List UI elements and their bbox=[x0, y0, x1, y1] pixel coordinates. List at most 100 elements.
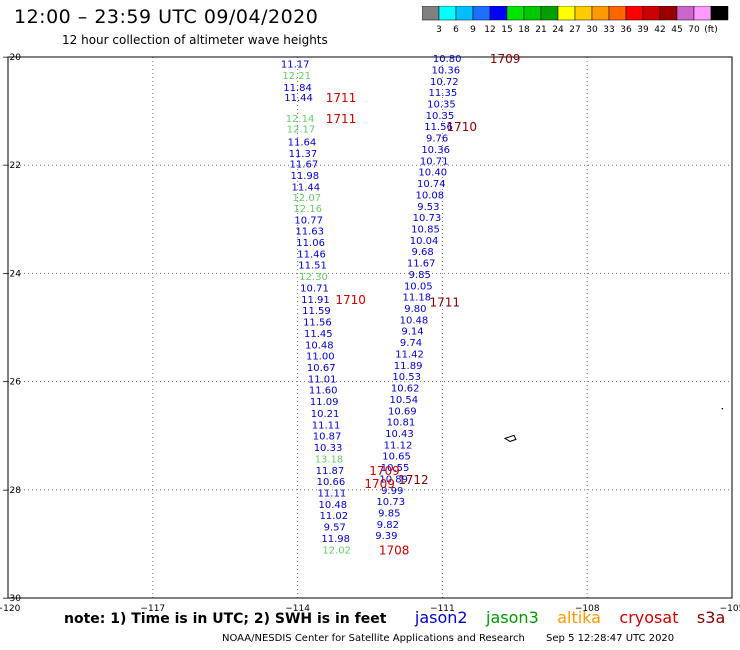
y-tick-label: −22 bbox=[2, 161, 21, 171]
swh-value-label: 11.37 bbox=[289, 149, 318, 160]
swh-value-label: 10.77 bbox=[294, 215, 323, 226]
legend-altika: altika bbox=[557, 608, 601, 627]
swh-value-label: 11.51 bbox=[298, 261, 327, 272]
y-tick-label: −30 bbox=[2, 594, 21, 604]
swh-value-label: 11.17 bbox=[281, 59, 310, 70]
swh-value-label: 11.18 bbox=[402, 293, 431, 304]
plot-frame bbox=[7, 56, 733, 599]
swh-value-label: 10.89 bbox=[379, 474, 408, 485]
legend-note: note: 1) Time is in UTC; 2) SWH is in fe… bbox=[64, 611, 387, 627]
swh-value-label: 10.43 bbox=[385, 429, 414, 440]
swh-value-label: 10.62 bbox=[391, 384, 420, 395]
legend-cryosat: cryosat bbox=[619, 608, 679, 627]
swh-value-label: 10.87 bbox=[313, 432, 342, 443]
colorbar-label: 3 bbox=[436, 25, 442, 35]
swh-value-label: 11.84 bbox=[283, 83, 312, 94]
legend-jason3: jason3 bbox=[486, 608, 539, 627]
swh-value-label: 10.48 bbox=[319, 500, 348, 511]
swh-value-label: 10.71 bbox=[420, 156, 449, 167]
swh-value-label: 11.00 bbox=[306, 352, 335, 363]
swh-value-label: 12.14 bbox=[286, 114, 315, 125]
time-label: 1709 bbox=[490, 52, 521, 66]
colorbar-label: 18 bbox=[518, 25, 530, 35]
swh-value-label: 10.67 bbox=[307, 363, 336, 374]
swh-value-label: 11.09 bbox=[310, 397, 339, 408]
y-tick-label: −28 bbox=[2, 486, 21, 496]
colorbar-label: 27 bbox=[569, 25, 580, 35]
x-tick-label: −105 bbox=[720, 604, 740, 614]
time-label: 1711 bbox=[326, 91, 357, 105]
swh-value-label: 10.72 bbox=[430, 77, 459, 88]
swh-value-label: 10.73 bbox=[413, 213, 442, 224]
swh-value-label: 12.02 bbox=[322, 545, 351, 556]
swh-value-label: 12.07 bbox=[292, 193, 321, 204]
swh-value-label: 11.06 bbox=[296, 238, 325, 249]
swh-value-label: 10.54 bbox=[389, 395, 418, 406]
swh-value-label: 11.59 bbox=[302, 306, 331, 317]
footer-credit: NOAA/NESDIS Center for Satellite Applica… bbox=[222, 633, 525, 644]
swh-value-label: 11.45 bbox=[304, 329, 333, 340]
swh-value-label: 11.46 bbox=[297, 249, 326, 260]
swh-value-label: 9.85 bbox=[378, 509, 400, 520]
colorbar-label: 42 bbox=[654, 25, 665, 35]
y-tick-label: −20 bbox=[2, 53, 21, 63]
footer: NOAA/NESDIS Center for Satellite Applica… bbox=[222, 633, 674, 644]
swh-value-label: 11.87 bbox=[316, 466, 345, 477]
colorbar-label: 15 bbox=[501, 25, 512, 35]
swh-value-label: 11.67 bbox=[407, 259, 436, 270]
plot-area: −120 −117 −114 −111 −108 −105 −20 −22 −24 −26 −28 −… bbox=[0, 52, 740, 614]
swh-value-label: 9.74 bbox=[400, 338, 422, 349]
time-label: 1709 bbox=[364, 477, 395, 491]
swh-value-label: 10.53 bbox=[392, 372, 421, 383]
swh-value-label: 10.74 bbox=[417, 179, 446, 190]
colorbar-label: 6 bbox=[453, 25, 459, 35]
swh-value-label: 9.68 bbox=[411, 247, 433, 258]
swh-value-label: 10.35 bbox=[426, 111, 455, 122]
swh-value-label: 10.81 bbox=[387, 418, 416, 429]
swh-value-label: 10.04 bbox=[410, 236, 439, 247]
time-label: 1711 bbox=[326, 112, 357, 126]
swh-value-label: 10.48 bbox=[400, 315, 429, 326]
x-tick-label: −111 bbox=[430, 604, 455, 614]
swh-value-label: 11.11 bbox=[312, 420, 341, 431]
swh-value-label: 11.44 bbox=[284, 93, 313, 104]
swh-value-label: 10.80 bbox=[433, 54, 462, 65]
swh-value-label: 10.36 bbox=[431, 65, 460, 76]
swh-value-label: 11.35 bbox=[429, 88, 458, 99]
colorbar-label: 24 bbox=[552, 25, 564, 35]
swh-value-label: 10.35 bbox=[427, 100, 456, 111]
colorbar-label: 45 bbox=[671, 25, 682, 35]
x-tick-label: −114 bbox=[285, 604, 310, 614]
colorbar: 3 6 9 12 15 18 21 24 27 30 33 36 39 42 45 70 (ft) bbox=[422, 6, 729, 35]
legend-jason2: jason2 bbox=[414, 608, 468, 627]
swh-value-label: 9.82 bbox=[377, 520, 399, 531]
colorbar-label: 12 bbox=[484, 25, 495, 35]
time-label: 1710 bbox=[335, 293, 366, 307]
time-label: 1708 bbox=[379, 543, 410, 557]
colorbar-label: 36 bbox=[620, 25, 632, 35]
swh-value-label: 10.21 bbox=[311, 409, 340, 420]
swh-value-label: 10.33 bbox=[314, 443, 343, 454]
swh-value-label: 9.57 bbox=[324, 523, 346, 534]
swh-value-label: 11.91 bbox=[301, 295, 330, 306]
swh-value-label: 9.14 bbox=[401, 327, 423, 338]
island-dot bbox=[721, 407, 724, 410]
swh-value-label: 11.01 bbox=[308, 374, 337, 385]
colorbar-label: 39 bbox=[637, 25, 649, 35]
time-label: 1712 bbox=[398, 473, 429, 487]
swh-value-label: 10.73 bbox=[376, 497, 405, 508]
colorbar-label: 30 bbox=[586, 25, 598, 35]
swh-value-label: 9.76 bbox=[426, 134, 448, 145]
footer-timestamp: Sep 5 12:28:47 UTC 2020 bbox=[546, 633, 675, 644]
chart-title: 12:00 – 23:59 UTC 09/04/2020 bbox=[14, 6, 319, 28]
x-tick-label: −120 bbox=[0, 604, 21, 614]
swh-value-label: 10.65 bbox=[382, 452, 411, 463]
swh-value-label: 12.21 bbox=[282, 71, 311, 82]
swh-value-label: 10.71 bbox=[300, 283, 329, 294]
swh-value-label: 10.48 bbox=[305, 340, 334, 351]
swh-value-label: 10.66 bbox=[317, 477, 346, 488]
swh-value-label: 11.11 bbox=[318, 489, 347, 500]
colorbar-label: (ft) bbox=[704, 25, 718, 35]
swh-value-label: 9.85 bbox=[409, 270, 431, 281]
swh-value-label: 12.17 bbox=[287, 124, 316, 135]
